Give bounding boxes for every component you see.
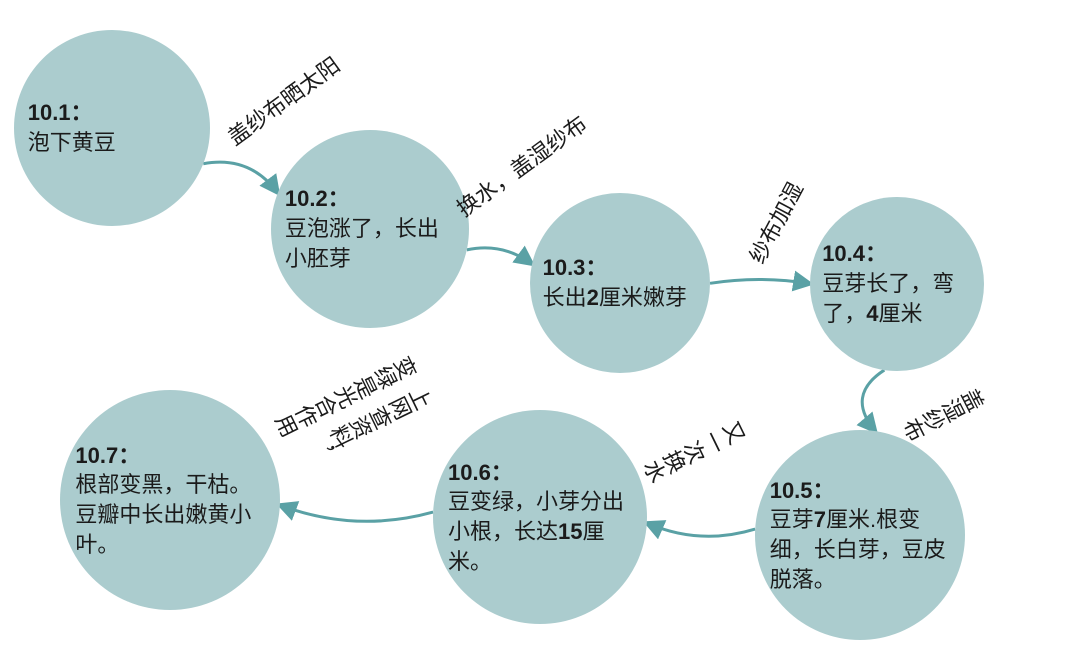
edge-n4-n5	[862, 370, 884, 431]
node-date: 10.3：	[543, 255, 608, 280]
node-date: 10.4：	[822, 241, 887, 266]
edge-label-n1-n2: 盖纱布晒太阳	[220, 48, 346, 151]
node-body: 豆芽7厘米.根变细，长白芽，豆皮脱落。	[770, 507, 946, 591]
node-date: 10.5：	[770, 478, 835, 503]
node-date: 10.1：	[28, 100, 93, 125]
edge-n6-n7	[280, 505, 433, 521]
node-body: 长出2厘米嫩芽	[543, 285, 687, 310]
edge-label-n5-n6: 又一次换水	[638, 412, 751, 489]
edge-label-n6-n7: 上网查资料，变绿是光合作用	[269, 347, 436, 474]
node-body: 泡下黄豆	[28, 130, 116, 155]
node-body: 豆芽长了，弯了，4厘米	[822, 271, 954, 326]
node-n7: 10.7： 根部变黑，干枯。豆瓣中长出嫩黄小叶。	[60, 390, 280, 610]
node-date: 10.7：	[75, 443, 140, 468]
node-body: 豆泡涨了，长出小胚芽	[285, 216, 439, 271]
node-n3: 10.3： 长出2厘米嫩芽	[530, 193, 710, 373]
edge-n3-n4	[710, 280, 810, 284]
edge-n1-n2	[203, 162, 278, 193]
node-n1: 10.1： 泡下黄豆	[14, 30, 210, 226]
edge-n2-n3	[467, 248, 532, 264]
edge-label-n2-n3: 换水，盖湿纱布	[449, 107, 592, 223]
node-n4: 10.4： 豆芽长了，弯了，4厘米	[810, 197, 984, 371]
node-n6: 10.6： 豆变绿，小芽分出小根，长达15厘米。	[433, 410, 647, 624]
edge-n5-n6	[647, 523, 755, 536]
node-date: 10.2：	[285, 186, 350, 211]
node-body: 豆变绿，小芽分出小根，长达15厘米。	[448, 489, 624, 573]
node-body: 根部变黑，干枯。豆瓣中长出嫩黄小叶。	[75, 472, 251, 556]
edge-label-n3-n4: 纱布加湿	[740, 176, 810, 269]
node-date: 10.6：	[448, 460, 513, 485]
flow-diagram: 10.1： 泡下黄豆 10.2： 豆泡涨了，长出小胚芽 10.3： 长出2厘米嫩芽 10.4…	[0, 0, 1080, 657]
node-n2: 10.2： 豆泡涨了，长出小胚芽	[271, 130, 469, 328]
node-n5: 10.5： 豆芽7厘米.根变细，长白芽，豆皮脱落。	[755, 430, 965, 640]
edge-label-n4-n5: 盖湿纱布	[897, 379, 990, 447]
